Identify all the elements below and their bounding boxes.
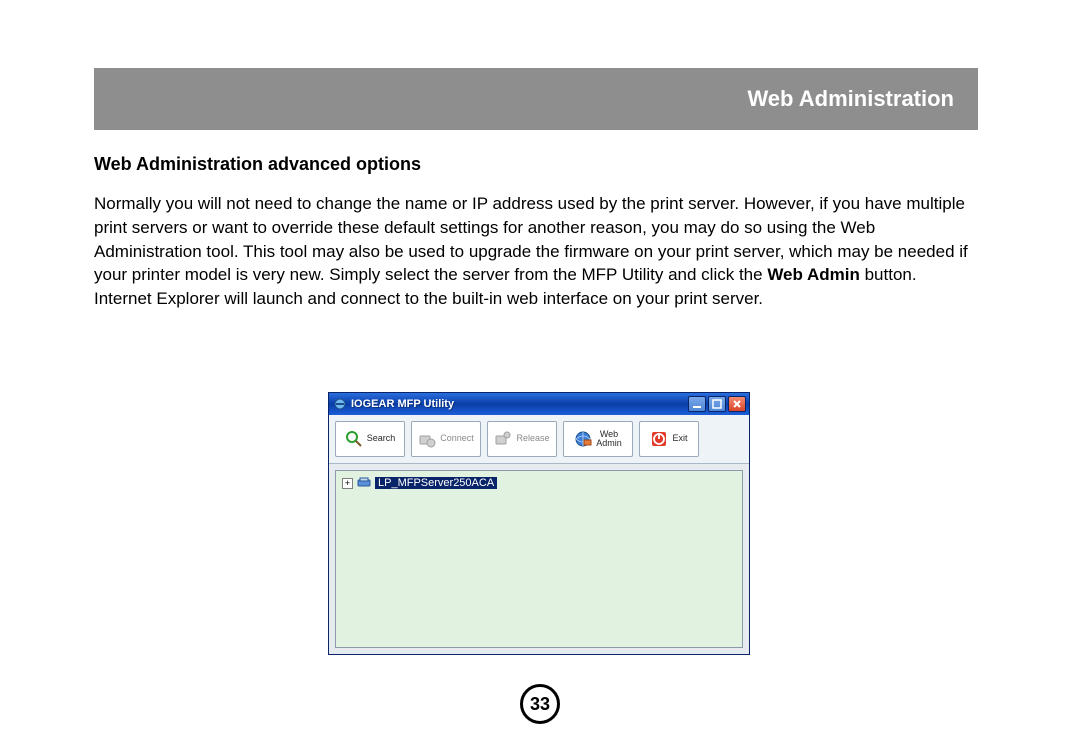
device-tree[interactable]: + LP_MFPServer250ACA	[335, 470, 743, 648]
release-label: Release	[516, 434, 549, 443]
titlebar[interactable]: IOGEAR MFP Utility	[329, 393, 749, 415]
section-heading: Web Administration advanced options	[94, 154, 421, 175]
minimize-button[interactable]	[688, 396, 706, 412]
web-admin-icon	[574, 430, 592, 448]
search-icon	[345, 430, 363, 448]
search-label: Search	[367, 434, 396, 443]
connect-button[interactable]: Connect	[411, 421, 481, 457]
body-bold: Web Admin	[767, 265, 860, 284]
body-text: Normally you will not need to change the…	[94, 192, 978, 311]
search-button[interactable]: Search	[335, 421, 405, 457]
window-controls	[688, 396, 746, 412]
close-button[interactable]	[728, 396, 746, 412]
tree-item-label[interactable]: LP_MFPServer250ACA	[375, 477, 497, 489]
web-admin-button[interactable]: Web Admin	[563, 421, 633, 457]
page-number-wrap: 33	[0, 684, 1080, 724]
exit-icon	[650, 430, 668, 448]
exit-button[interactable]: Exit	[639, 421, 699, 457]
connect-label: Connect	[440, 434, 474, 443]
toolbar: Search Connect	[329, 415, 749, 464]
device-icon	[357, 477, 371, 489]
app-window: IOGEAR MFP Utility	[328, 392, 750, 655]
web-admin-label: Web Admin	[596, 430, 622, 449]
app-icon	[333, 397, 347, 411]
exit-label: Exit	[672, 434, 687, 443]
tree-expander[interactable]: +	[342, 478, 353, 489]
header-band: Web Administration	[94, 68, 978, 130]
window-title: IOGEAR MFP Utility	[351, 398, 454, 410]
page-title: Web Administration	[747, 86, 954, 112]
tree-row[interactable]: + LP_MFPServer250ACA	[342, 477, 736, 489]
app-screenshot: IOGEAR MFP Utility	[328, 392, 748, 655]
connect-icon	[418, 430, 436, 448]
release-icon	[494, 430, 512, 448]
release-button[interactable]: Release	[487, 421, 557, 457]
maximize-button[interactable]	[708, 396, 726, 412]
page-number: 33	[520, 684, 560, 724]
